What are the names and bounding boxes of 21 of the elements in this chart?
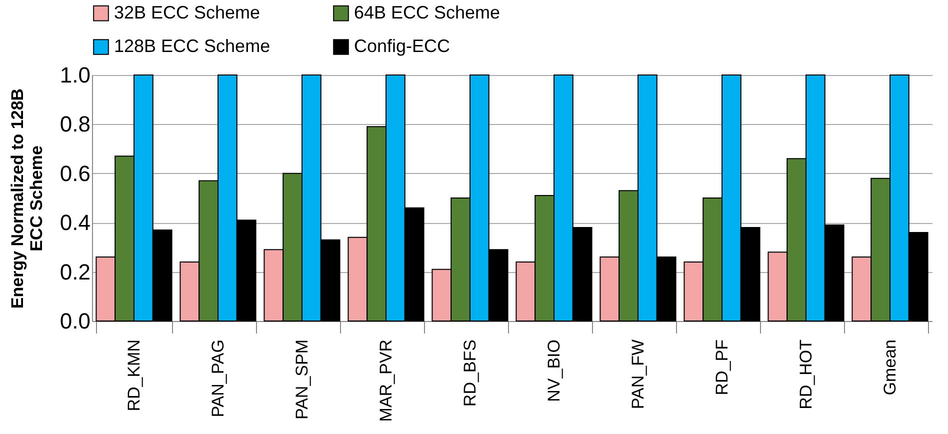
x-tick-label: MAR_PVR xyxy=(376,340,396,422)
x-tick-label: NV_BIO xyxy=(544,340,564,402)
legend-label: Config-ECC xyxy=(354,36,450,56)
legend-label: 64B ECC Scheme xyxy=(354,2,500,22)
y-tick-label: 0.4 xyxy=(60,210,90,236)
x-tick-label: PAN_PAG xyxy=(208,340,228,418)
y-tick-label: 0.6 xyxy=(60,160,90,186)
x-tick-label: RD_HOT xyxy=(796,340,816,410)
y-tick-label: 0.8 xyxy=(60,112,90,137)
legend-label: 128B ECC Scheme xyxy=(114,36,270,56)
y-tick-label: 0.2 xyxy=(60,259,90,284)
y-tick-label: 1.0 xyxy=(60,62,90,88)
x-tick-label: RD_BFS xyxy=(460,340,480,407)
y-tick-label: 0.0 xyxy=(60,308,90,334)
x-tick-label: PAN_SPM xyxy=(292,340,312,420)
x-tick-label: PAN_FW xyxy=(628,340,648,410)
y-axis-title: Energy Normalized to 128B ECC Scheme xyxy=(8,88,46,309)
x-tick-label: Gmean xyxy=(880,340,900,396)
legend-label: 32B ECC Scheme xyxy=(114,2,260,22)
x-tick-label: RD_PF xyxy=(712,340,732,396)
x-tick-label: RD_KMN xyxy=(124,340,144,412)
